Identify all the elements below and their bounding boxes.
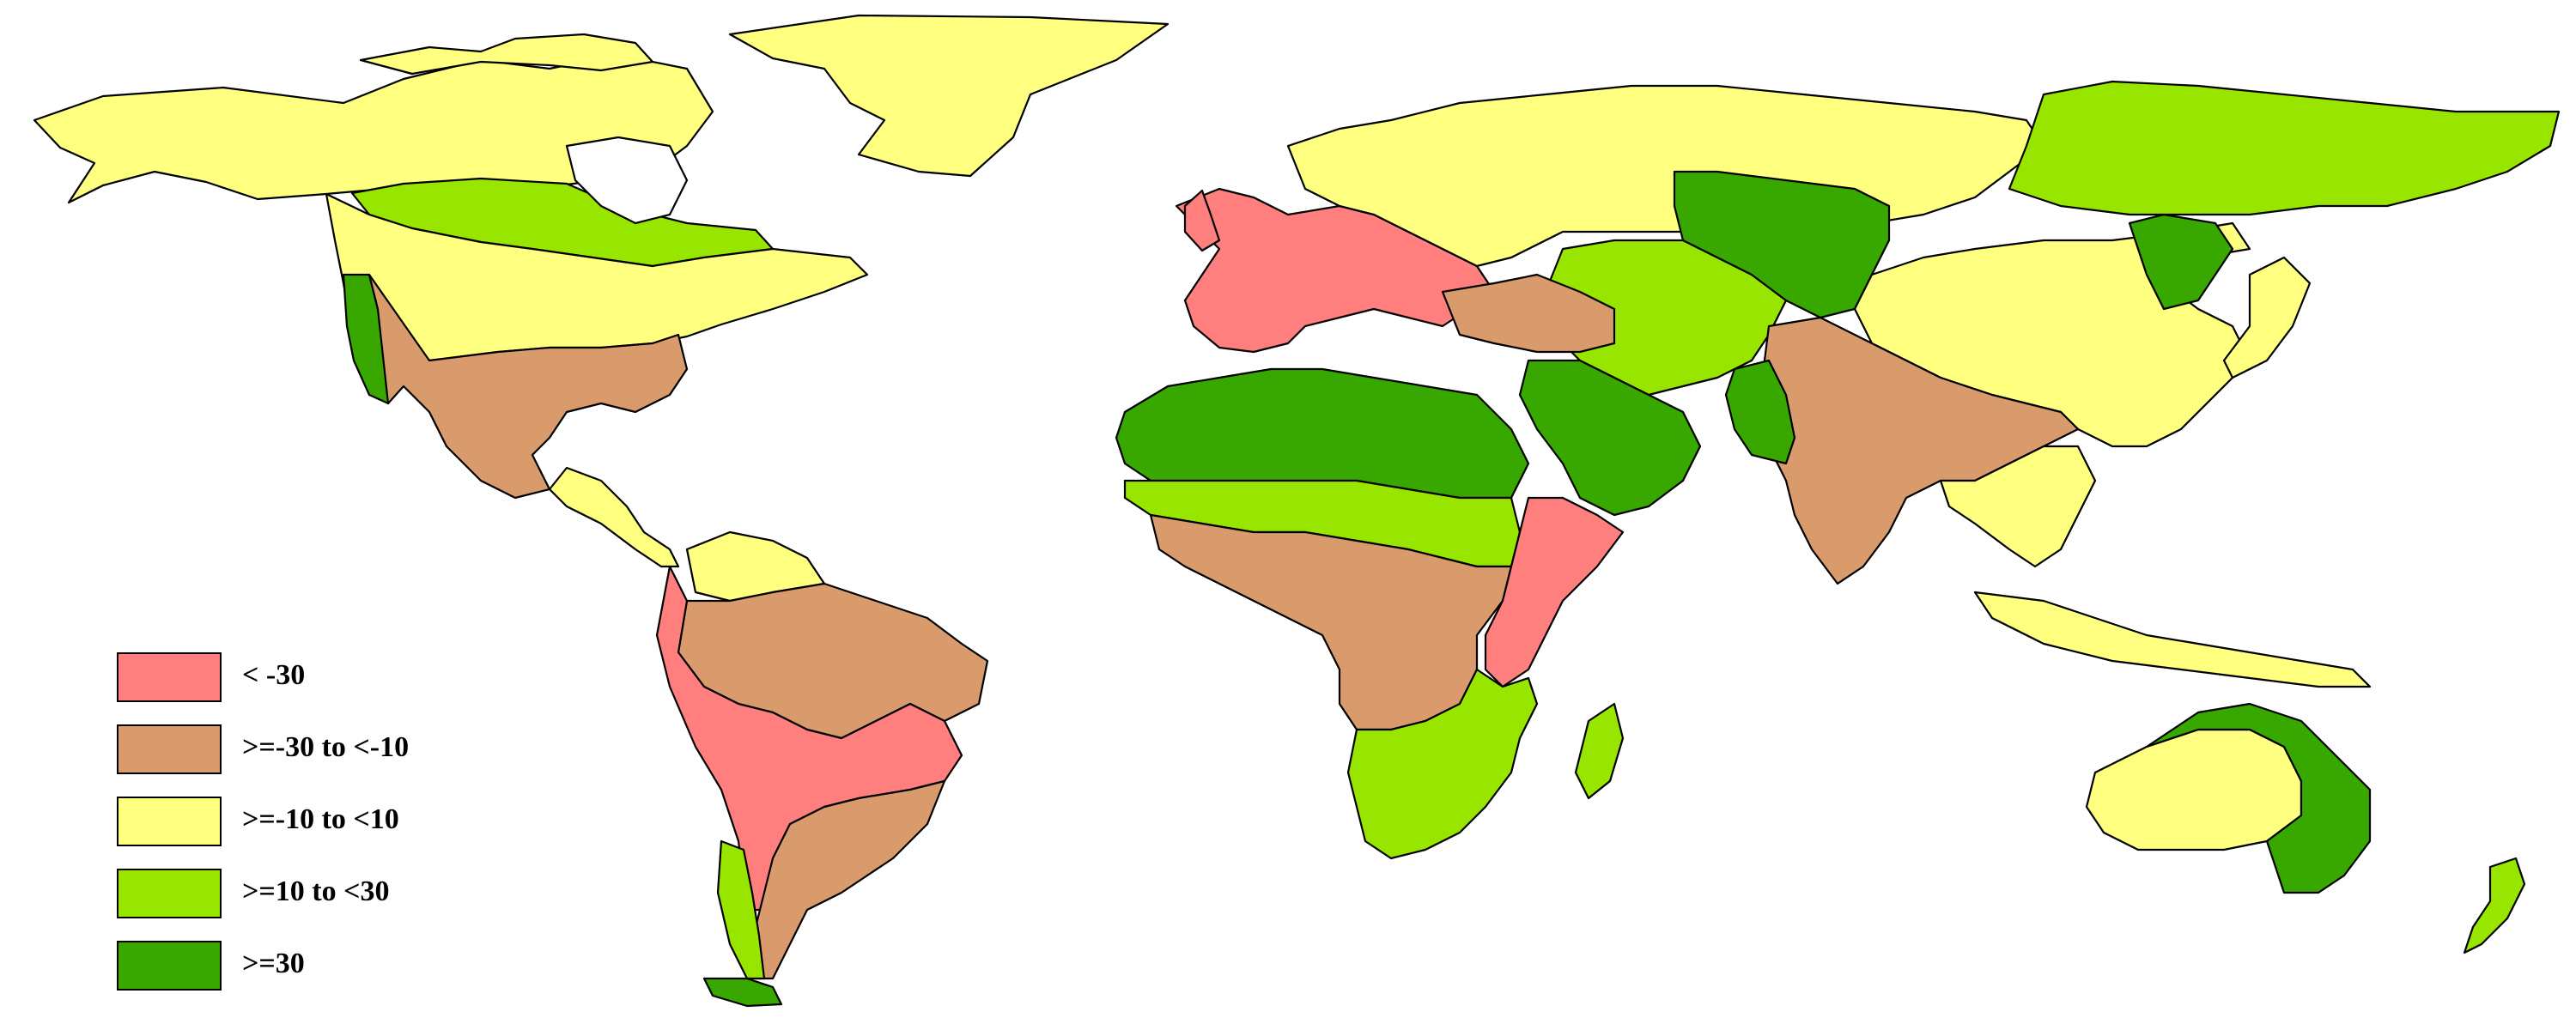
region-arctic-islands — [359, 33, 654, 76]
region-southern-africa — [1346, 668, 1539, 860]
region-east-africa — [1484, 496, 1625, 688]
legend-label: >=30 — [242, 948, 305, 979]
legend-label: >=-10 to <10 — [242, 803, 399, 835]
region-northeast-china — [2128, 213, 2234, 311]
region-madagascar — [1574, 702, 1625, 800]
region-arabia — [1518, 359, 1702, 517]
legend-label: < -30 — [242, 659, 306, 691]
region-west-south-us-mexico — [368, 273, 689, 500]
region-pakistan — [1724, 359, 1796, 465]
region-greenland — [728, 14, 1170, 178]
legend-swatch — [117, 652, 222, 702]
legend-swatch — [117, 941, 222, 991]
region-turkey-caucasus — [1441, 273, 1616, 354]
region-west-australia — [2085, 728, 2303, 851]
legend-swatch — [117, 724, 222, 774]
legend-item-neg10-to-10: >=-10 to <10 — [117, 797, 512, 851]
legend-item-lt-neg30: < -30 — [117, 652, 512, 707]
region-new-zealand — [2463, 857, 2526, 954]
legend-item-gte-30: >=30 — [117, 941, 512, 996]
legend-item-10-to-30: >=10 to <30 — [117, 869, 512, 924]
legend-swatch — [117, 869, 222, 918]
region-central-america — [548, 466, 680, 568]
water-hudson-bay — [565, 136, 689, 225]
region-east-australia — [2145, 702, 2372, 894]
legend-label: >=-30 to <-10 — [242, 731, 410, 763]
legend-label: >=10 to <30 — [242, 876, 390, 907]
region-japan — [2222, 256, 2312, 379]
region-indonesia — [1973, 591, 2372, 688]
region-patagonia — [702, 977, 783, 1008]
region-chile — [716, 839, 766, 980]
region-east-siberia — [2008, 80, 2561, 216]
region-southeast-asia — [1939, 445, 2097, 568]
legend-item-neg30-to-neg10: >=-30 to <-10 — [117, 724, 512, 779]
region-sahara — [1115, 367, 1530, 500]
region-british-isles — [1183, 189, 1221, 252]
legend-swatch — [117, 797, 222, 846]
